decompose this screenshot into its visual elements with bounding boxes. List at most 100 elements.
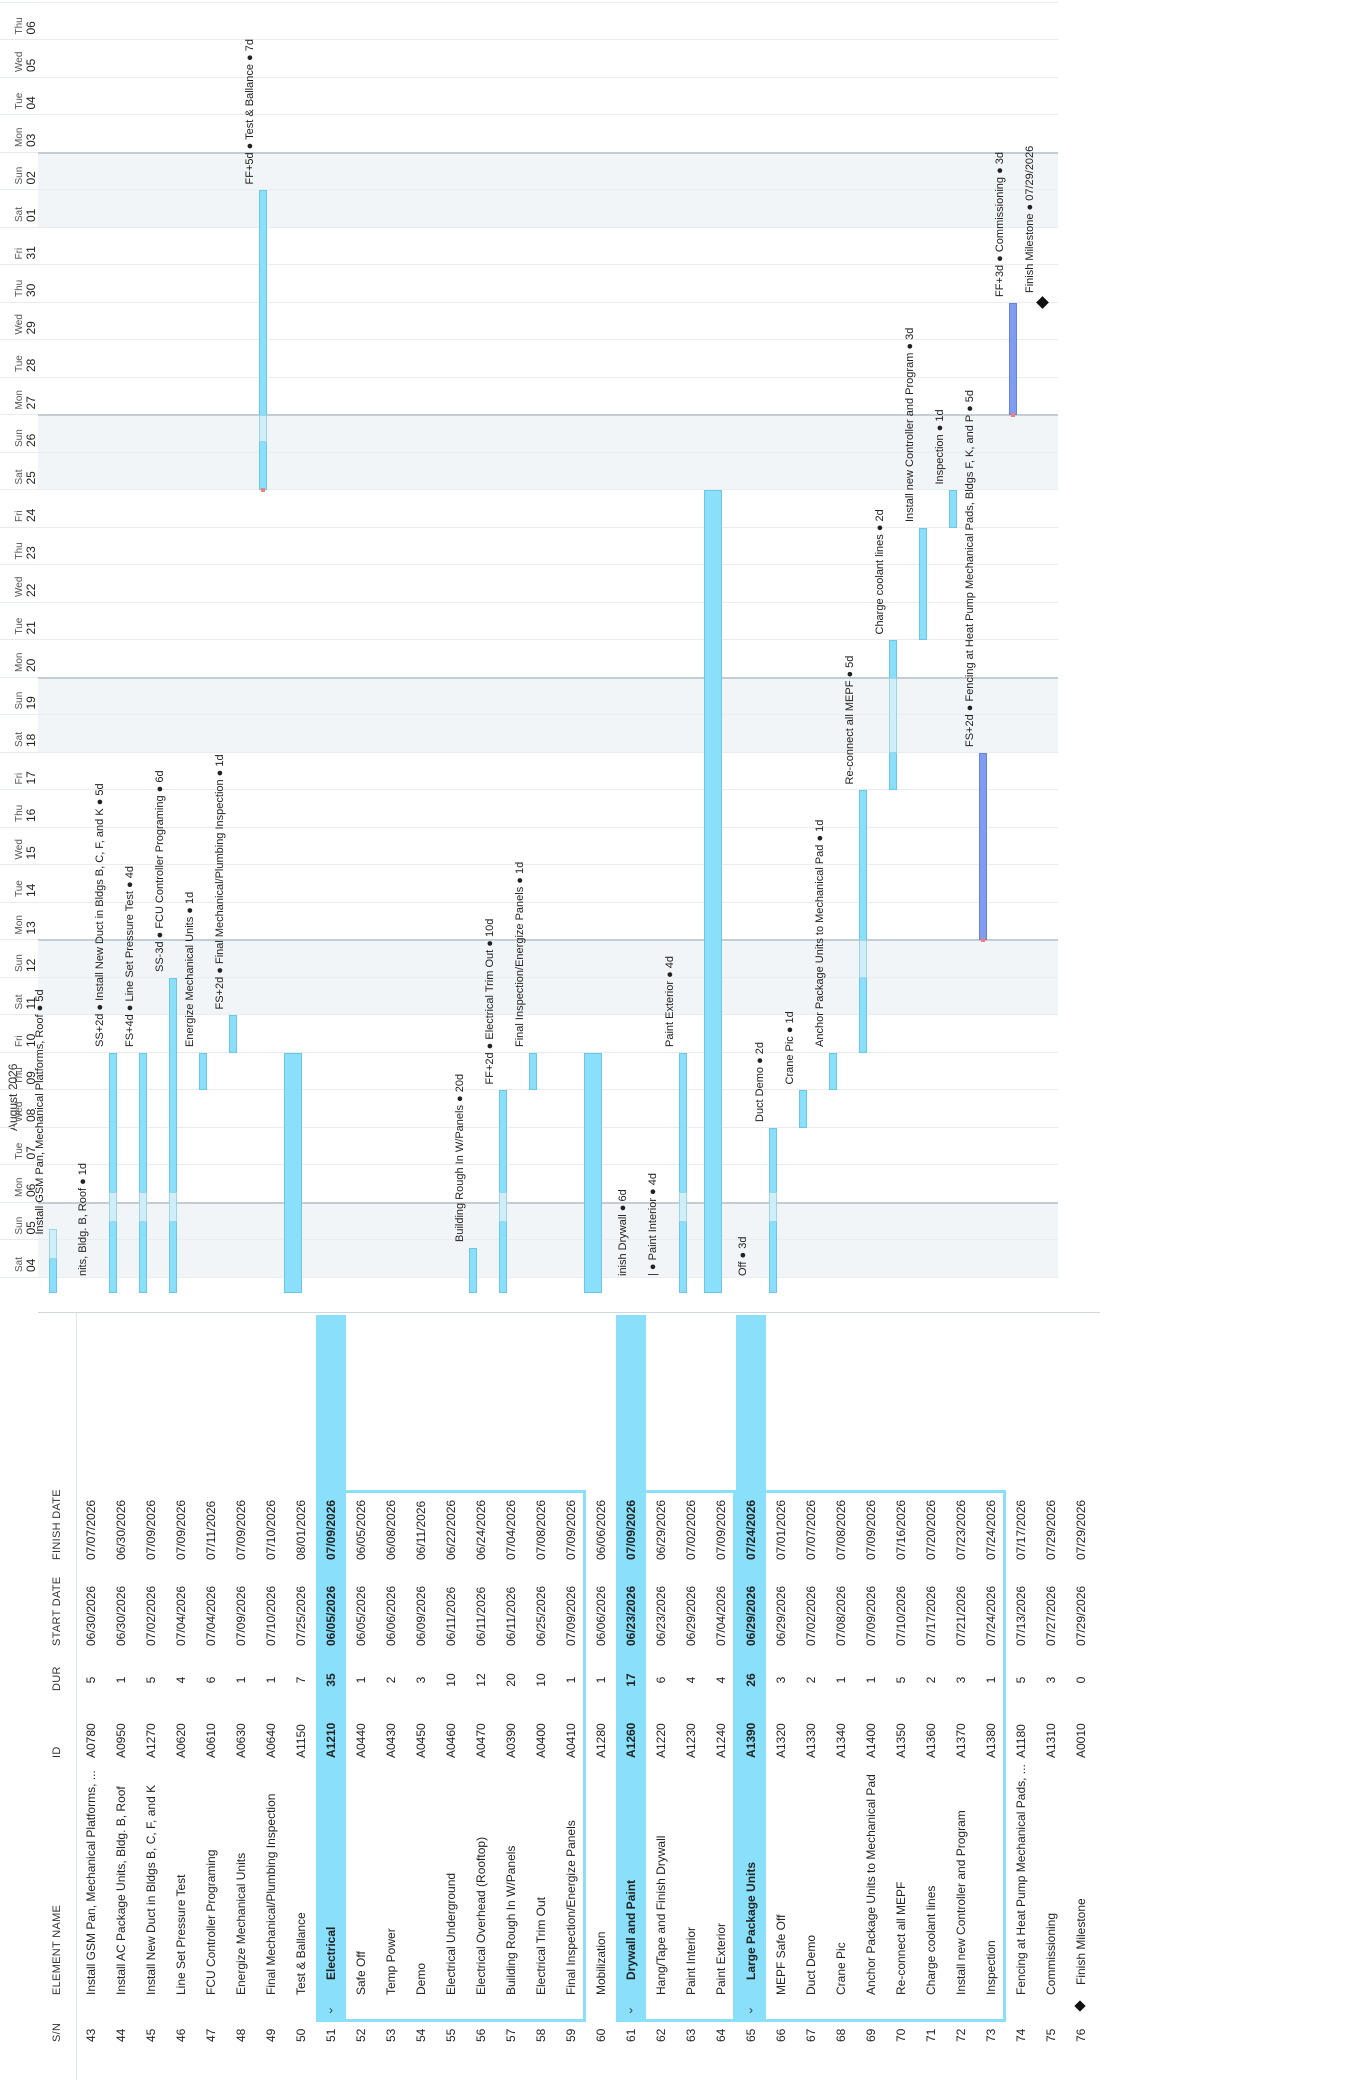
- row-number: 62: [654, 2028, 668, 2042]
- header-duration[interactable]: DUR: [51, 1666, 63, 1691]
- element-name: Electrical Trim Out: [534, 1896, 548, 1995]
- summary-bar[interactable]: [704, 490, 722, 1293]
- table-row[interactable]: 53 Temp Power A0430 2 06/06/2026 06/08/2026: [376, 1313, 406, 2080]
- task-bar[interactable]: [469, 1248, 477, 1293]
- task-bar[interactable]: [949, 490, 957, 528]
- element-name: Fencing at Heat Pump Mechanical Pads, ..…: [1014, 1764, 1028, 1995]
- table-row[interactable]: 43 Install GSM Pan, Mechanical Platforms,…: [76, 1313, 106, 2080]
- element-id: A1180: [1014, 1724, 1028, 1758]
- milestone-marker[interactable]: [1036, 296, 1049, 309]
- row-number: 65: [744, 2028, 758, 2042]
- element-name: Paint Exterior: [714, 1922, 728, 1995]
- table-row[interactable]: 49 Final Mechanical/Plumbing Inspection A0…: [256, 1313, 286, 2080]
- table-row[interactable]: 66 MEPF Safe Off A1320 3 06/29/2026 07/01/202…: [766, 1313, 796, 2080]
- row-number: 57: [504, 2028, 518, 2042]
- day-cell: Thu 30: [0, 264, 38, 303]
- duration: 2: [384, 1676, 398, 1684]
- table-row[interactable]: 73 Inspection A1380 1 07/24/2026 07/24/2026: [976, 1313, 1006, 2080]
- group-row[interactable]: › 51 Electrical A1210 35 06/05/2026 07/09/2026: [316, 1313, 346, 2080]
- task-bar[interactable]: [799, 1090, 807, 1128]
- table-row[interactable]: 55 Electrical Underground A0460 10 06/11/202…: [436, 1313, 466, 2080]
- table-row[interactable]: 63 Paint Interior A1230 4 06/29/2026 07/02/20…: [676, 1313, 706, 2080]
- group-row[interactable]: › 65 Large Package Units A1390 26 06/29/2026 0…: [736, 1313, 766, 2080]
- start-date: 07/04/2026: [204, 1585, 218, 1646]
- day-gridline: [38, 1052, 1058, 1053]
- task-bar[interactable]: [139, 1053, 147, 1293]
- table-row[interactable]: 76 Finish Milestone A0010 0 07/29/2026 07/29/…: [1066, 1313, 1096, 2080]
- table-row[interactable]: 56 Electrical Overhead (Rooftop) A0470 12 06…: [466, 1313, 496, 2080]
- table-row[interactable]: 44 Install AC Package Units, Bldg. B, Roo…: [106, 1313, 136, 2080]
- day-cell: Thu 23: [0, 527, 38, 566]
- table-row[interactable]: 62 Hang/Tape and Finish Drywall A1220 6 06/2…: [646, 1313, 676, 2080]
- day-cell: Tue 28: [0, 339, 38, 378]
- header-sn[interactable]: S/N: [51, 2022, 63, 2042]
- task-bar[interactable]: [169, 978, 177, 1293]
- task-bar[interactable]: [979, 753, 987, 941]
- start-date: 06/30/2026: [114, 1585, 128, 1646]
- table-row[interactable]: 45 Install New Duct in Bldgs B, C, F, and…: [136, 1313, 166, 2080]
- row-number: 66: [774, 2028, 788, 2042]
- group-bracket-bottom: [583, 1490, 586, 2022]
- table-row[interactable]: 46 Line Set Pressure Test A0620 4 07/04/2026…: [166, 1313, 196, 2080]
- start-date: 06/29/2026: [744, 1585, 758, 1646]
- duration: 4: [174, 1676, 188, 1684]
- element-name: Re-connect all MEPF: [894, 1881, 908, 1995]
- finish-date: 07/09/2026: [234, 1499, 248, 1560]
- summary-bar[interactable]: [284, 1053, 302, 1293]
- element-name: Inspection: [984, 1940, 998, 1995]
- table-row[interactable]: 58 Electrical Trim Out A0400 10 06/25/2026 07…: [526, 1313, 556, 2080]
- header-element-name[interactable]: ELEMENT NAME: [51, 1904, 63, 1995]
- table-row[interactable]: 57 Building Rough In W/Panels A0390 20 06/11…: [496, 1313, 526, 2080]
- day-gridline: [38, 714, 1058, 716]
- task-bar[interactable]: [109, 1053, 117, 1293]
- table-row[interactable]: 72 Install new Controller and Program A137…: [946, 1313, 976, 2080]
- table-row[interactable]: 75 Commissioning A1310 3 07/27/2026 07/29/202…: [1036, 1313, 1066, 2080]
- day-number: 31: [24, 246, 38, 260]
- day-number: 25: [24, 471, 38, 485]
- day-gridline: [38, 1239, 1058, 1241]
- table-row[interactable]: 52 Safe Off A0440 1 06/05/2026 06/05/2026: [346, 1313, 376, 2080]
- task-bar[interactable]: [829, 1053, 837, 1091]
- start-date: 07/25/2026: [294, 1585, 308, 1646]
- table-row[interactable]: 68 Crane Pic A1340 1 07/08/2026 07/08/2026: [826, 1313, 856, 2080]
- start-date: 06/09/2026: [414, 1585, 428, 1646]
- header-start-date[interactable]: START DATE: [51, 1576, 63, 1646]
- task-bar[interactable]: [679, 1053, 687, 1293]
- table-row[interactable]: 67 Duct Demo A1330 2 07/02/2026 07/07/2026: [796, 1313, 826, 2080]
- task-bar[interactable]: [1009, 303, 1017, 416]
- header-id[interactable]: ID: [51, 1746, 63, 1758]
- table-row[interactable]: 64 Paint Exterior A1240 4 07/04/2026 07/09/20…: [706, 1313, 736, 2080]
- table-row[interactable]: 60 Mobilization A1280 1 06/06/2026 06/06/2026: [586, 1313, 616, 2080]
- table-row[interactable]: 69 Anchor Package Units to Mechanical Pad…: [856, 1313, 886, 2080]
- duration: 17: [624, 1673, 638, 1687]
- table-row[interactable]: 71 Charge coolant lines A1360 2 07/17/2026 07…: [916, 1313, 946, 2080]
- bar-label: | ● Paint Interior ● 4d: [647, 1173, 659, 1276]
- element-id: A0410: [564, 1723, 578, 1758]
- day-gridline: [38, 752, 1058, 753]
- table-row[interactable]: 70 Re-connect all MEPF A1350 5 07/10/2026 07/…: [886, 1313, 916, 2080]
- table-row[interactable]: 74 Fencing at Heat Pump Mechanical Pads, …: [1006, 1313, 1036, 2080]
- task-bar[interactable]: [199, 1053, 207, 1091]
- start-date: 07/10/2026: [894, 1585, 908, 1646]
- day-gridline: [38, 827, 1058, 828]
- task-bar[interactable]: [919, 528, 927, 641]
- day-number: 12: [24, 958, 38, 972]
- start-date: 07/08/2026: [834, 1585, 848, 1646]
- row-number: 58: [534, 2028, 548, 2042]
- summary-bar[interactable]: [584, 1053, 602, 1293]
- task-bar[interactable]: [859, 790, 867, 1053]
- element-name: Mobilization: [594, 1931, 608, 1995]
- table-row[interactable]: 48 Energize Mechanical Units A0630 1 07/09/2…: [226, 1313, 256, 2080]
- table-row[interactable]: 59 Final Inspection/Energize Panels A0410 1…: [556, 1313, 586, 2080]
- day-cell: Sat 01: [0, 189, 38, 228]
- task-bar[interactable]: [259, 190, 267, 491]
- table-row[interactable]: 50 Test & Ballance A1150 7 07/25/2026 08/01/2…: [286, 1313, 316, 2080]
- day-number: 24: [24, 508, 38, 522]
- table-row[interactable]: 47 FCU Controller Programing A0610 6 07/04/2…: [196, 1313, 226, 2080]
- row-number: 61: [624, 2028, 638, 2042]
- group-row[interactable]: › 61 Drywall and Paint A1260 17 06/23/2026 07/…: [616, 1313, 646, 2080]
- task-bar[interactable]: [529, 1053, 537, 1091]
- header-finish-date[interactable]: FINISH DATE: [51, 1489, 63, 1560]
- task-bar[interactable]: [229, 1015, 237, 1053]
- table-row[interactable]: 54 Demo A0450 3 06/09/2026 06/11/2026: [406, 1313, 436, 2080]
